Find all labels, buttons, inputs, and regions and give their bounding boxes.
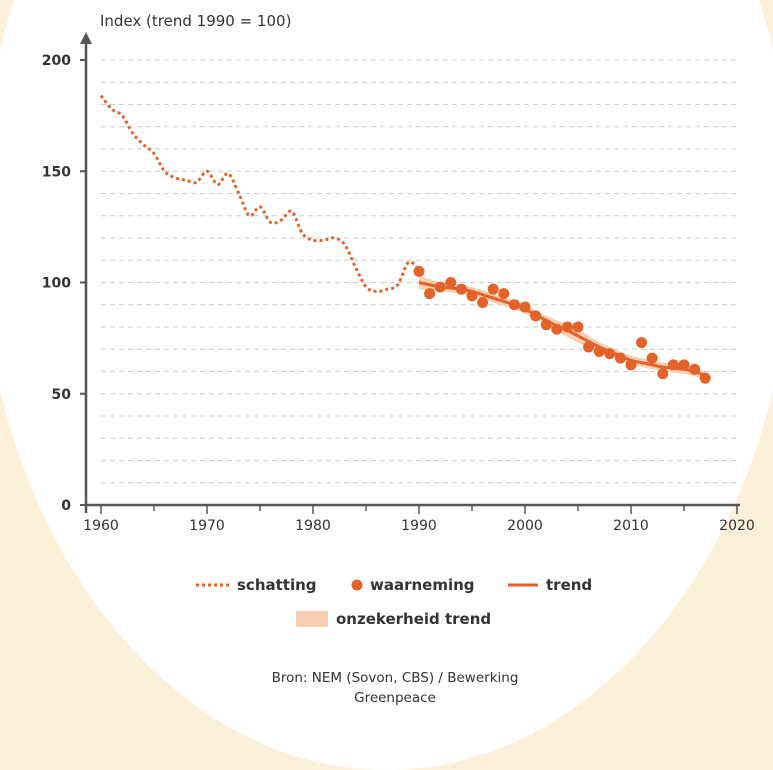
x-tick-label: 1970: [189, 518, 225, 534]
chart: 0 50 100 150 200 1960 1970 1980 1990 2000 2010 2020…: [42, 12, 755, 628]
waarneming-point: [455, 283, 467, 295]
waarneming-point: [572, 321, 584, 333]
legend-onzekerheid-label: onzekerheid trend: [336, 610, 491, 628]
legend-waarneming-label: waarneming: [370, 576, 475, 594]
waarneming-point: [657, 368, 669, 380]
x-tick-label: 2010: [613, 518, 649, 534]
waarneming-point: [678, 359, 690, 371]
source-line-2: Greenpeace: [354, 690, 436, 706]
waarneming-point: [699, 372, 711, 384]
waarneming-point: [424, 288, 436, 300]
series-schatting-line: [99, 94, 420, 293]
y-axis-label: Index (trend 1990 = 100): [100, 12, 291, 30]
waarneming-point: [636, 337, 648, 349]
waarneming-point: [413, 265, 425, 277]
waarneming-point: [519, 301, 531, 313]
waarneming-point: [593, 345, 605, 357]
axes: [80, 32, 740, 514]
legend-trend-label: trend: [546, 576, 592, 594]
x-tick-label: 1960: [83, 518, 119, 534]
waarneming-point: [530, 310, 542, 322]
legend-waarneming-swatch: [351, 579, 363, 591]
waarneming-point: [561, 321, 573, 333]
tick-labels: 0 50 100 150 200 1960 1970 1980 1990 2000 2010 2020: [42, 53, 755, 534]
y-axis-arrow: [80, 32, 92, 44]
x-tick-label: 1990: [401, 518, 437, 534]
waarneming-point: [604, 348, 616, 360]
waarneming-point: [551, 323, 563, 335]
y-tick-label: 200: [42, 53, 71, 69]
x-tick-label: 2020: [719, 518, 755, 534]
y-tick-label: 150: [42, 164, 71, 180]
legend-onzekerheid-swatch: [296, 611, 328, 627]
x-tick-label: 1980: [295, 518, 331, 534]
waarneming-point: [434, 281, 446, 293]
y-tick-label: 100: [42, 276, 71, 292]
waarneming-point: [445, 277, 457, 288]
series-layer: [99, 94, 711, 384]
waarneming-point: [487, 283, 499, 295]
waarneming-point: [583, 341, 595, 353]
waarneming-point: [689, 363, 701, 375]
legend: schatting waarneming trend onzekerheid t…: [196, 576, 592, 628]
y-tick-label: 50: [52, 387, 72, 403]
source-note: Bron: NEM (Sovon, CBS) / Bewerking Green…: [240, 668, 550, 708]
waarneming-point: [508, 299, 520, 311]
x-tick-label: 2000: [507, 518, 543, 534]
waarneming-point: [466, 290, 478, 302]
waarneming-point: [540, 319, 552, 331]
waarneming-point: [646, 352, 658, 364]
y-tick-label: 0: [61, 498, 71, 514]
waarneming-point: [667, 359, 679, 371]
waarneming-point: [614, 352, 626, 364]
waarneming-point: [625, 359, 637, 371]
source-line-1: Bron: NEM (Sovon, CBS) / Bewerking: [271, 670, 519, 686]
gridlines: [101, 59, 740, 484]
waarneming-point: [477, 297, 489, 309]
waarneming-point: [498, 288, 510, 300]
legend-schatting-label: schatting: [237, 576, 317, 594]
